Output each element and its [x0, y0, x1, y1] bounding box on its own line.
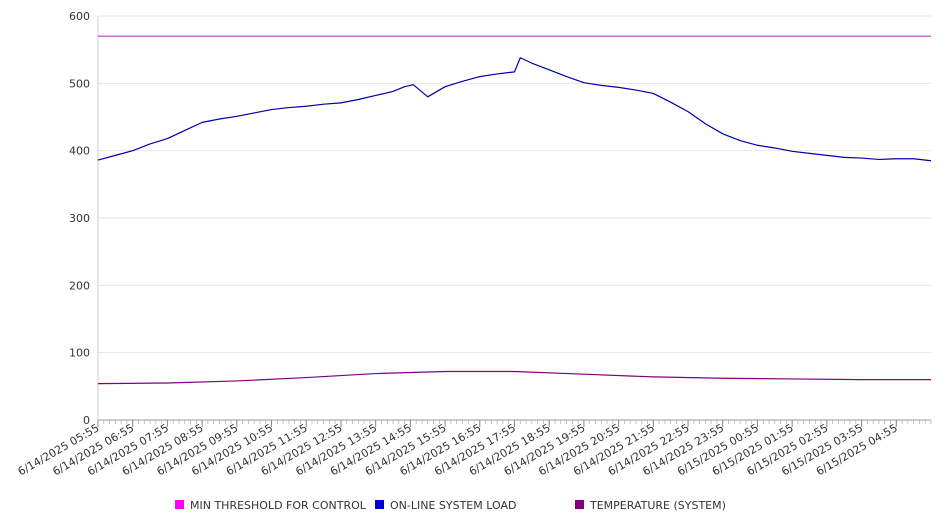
y-tick-label: 100: [69, 347, 90, 360]
legend-swatch: [575, 500, 584, 509]
y-axis-ticks: 0 100 200 300 400 500 600: [69, 10, 90, 427]
y-tick-label: 600: [69, 10, 90, 23]
legend-label: TEMPERATURE (SYSTEM): [589, 499, 726, 512]
x-axis-ticks: 6/14/2025 05:556/14/2025 06:556/14/2025 …: [16, 420, 932, 478]
legend-label: MIN THRESHOLD FOR CONTROL: [190, 499, 367, 512]
legend-swatch: [175, 500, 184, 509]
series-lines: [97, 35, 932, 385]
y-tick-label: 500: [69, 77, 90, 90]
y-tick-label: 200: [69, 279, 90, 292]
legend-label: ON-LINE SYSTEM LOAD: [390, 499, 516, 512]
legend: MIN THRESHOLD FOR CONTROL ON-LINE SYSTEM …: [175, 499, 726, 512]
y-tick-label: 300: [69, 212, 90, 225]
series-line-1: [97, 57, 932, 162]
y-tick-label: 400: [69, 145, 90, 158]
grid-lines: [98, 15, 931, 354]
series-line-2: [97, 370, 931, 385]
legend-swatch: [375, 500, 384, 509]
y-tick-label: 0: [83, 414, 90, 427]
